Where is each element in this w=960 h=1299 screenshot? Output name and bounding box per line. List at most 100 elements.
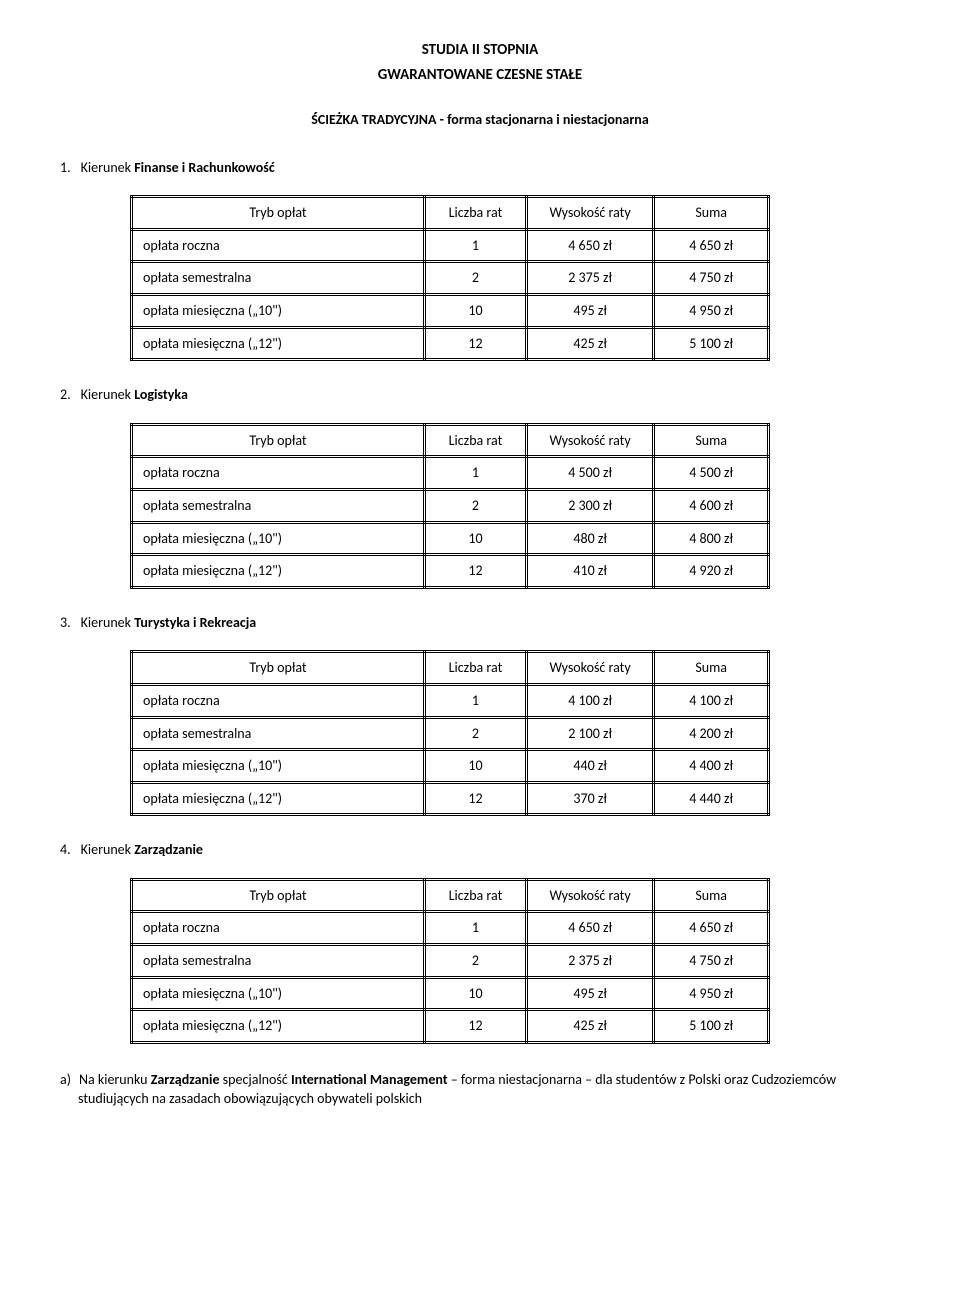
table-header-cell: Wysokość raty (526, 879, 653, 912)
table-header-cell: Liczba rat (425, 879, 527, 912)
row-value: 2 (425, 262, 527, 295)
fee-table: Tryb opłatLiczba ratWysokość ratySumaopł… (130, 878, 770, 1044)
table-header-cell: Suma (654, 879, 769, 912)
table-row: opłata miesięczna („12")12410 zł4 920 zł (132, 555, 769, 588)
table-header-cell: Suma (654, 652, 769, 685)
row-value: 4 650 zł (526, 229, 653, 262)
row-value: 495 zł (526, 977, 653, 1010)
fee-table: Tryb opłatLiczba ratWysokość ratySumaopł… (130, 195, 770, 361)
row-label: opłata miesięczna („12") (132, 327, 425, 360)
section-name: Zarządzanie (134, 841, 203, 858)
section-number: 1. (60, 159, 71, 176)
row-value: 4 650 zł (654, 912, 769, 945)
row-value: 4 100 zł (654, 684, 769, 717)
row-label: opłata miesięczna („12") (132, 1010, 425, 1043)
row-label: opłata semestralna (132, 945, 425, 978)
row-value: 4 750 zł (654, 262, 769, 295)
row-value: 2 (425, 717, 527, 750)
row-value: 12 (425, 1010, 527, 1043)
footnote: a)Na kierunku Zarządzanie specjalność In… (60, 1070, 900, 1109)
row-value: 4 800 zł (654, 522, 769, 555)
row-value: 4 200 zł (654, 717, 769, 750)
row-value: 4 750 zł (654, 945, 769, 978)
table-row: opłata miesięczna („10")10495 zł4 950 zł (132, 977, 769, 1010)
row-value: 4 950 zł (654, 294, 769, 327)
row-value: 425 zł (526, 327, 653, 360)
footnote-marker: a) (60, 1071, 71, 1088)
row-label: opłata roczna (132, 229, 425, 262)
fee-table: Tryb opłatLiczba ratWysokość ratySumaopł… (130, 423, 770, 589)
section-heading: 2.Kierunek Logistyka (60, 385, 900, 405)
table-header-cell: Tryb opłat (132, 652, 425, 685)
table-header-cell: Wysokość raty (526, 652, 653, 685)
row-value: 12 (425, 555, 527, 588)
row-value: 425 zł (526, 1010, 653, 1043)
table-row: opłata semestralna22 300 zł4 600 zł (132, 489, 769, 522)
row-value: 370 zł (526, 782, 653, 815)
page-title-1: STUDIA II STOPNIA (60, 40, 900, 61)
row-value: 4 650 zł (654, 229, 769, 262)
section-name: Finanse i Rachunkowość (134, 159, 275, 176)
row-value: 12 (425, 782, 527, 815)
table-row: opłata roczna14 650 zł4 650 zł (132, 229, 769, 262)
row-value: 2 100 zł (526, 717, 653, 750)
table-header-cell: Liczba rat (425, 197, 527, 230)
row-value: 440 zł (526, 750, 653, 783)
table-header-cell: Wysokość raty (526, 424, 653, 457)
page-subtitle: ŚCIEŻKA TRADYCYJNA - forma stacjonarna i… (60, 110, 900, 130)
section-heading: 3.Kierunek Turystyka i Rekreacja (60, 613, 900, 633)
footnote-bold2: International Management (291, 1071, 448, 1088)
row-value: 495 zł (526, 294, 653, 327)
table-header-cell: Tryb opłat (132, 424, 425, 457)
table-row: opłata semestralna22 100 zł4 200 zł (132, 717, 769, 750)
section-prefix: Kierunek (81, 841, 135, 858)
section-heading: 1. Kierunek Finanse i Rachunkowość (60, 158, 900, 178)
row-value: 5 100 zł (654, 1010, 769, 1043)
row-value: 4 500 zł (526, 457, 653, 490)
table-row: opłata semestralna22 375 zł4 750 zł (132, 945, 769, 978)
row-label: opłata miesięczna („10") (132, 977, 425, 1010)
row-value: 12 (425, 327, 527, 360)
table-header-cell: Suma (654, 424, 769, 457)
row-value: 10 (425, 750, 527, 783)
row-value: 410 zł (526, 555, 653, 588)
section-prefix: Kierunek (81, 159, 135, 176)
section-number: 2. (60, 386, 71, 403)
table-row: opłata miesięczna („12")12425 zł5 100 zł (132, 327, 769, 360)
table-row: opłata miesięczna („12")12425 zł5 100 zł (132, 1010, 769, 1043)
section-heading: 4.Kierunek Zarządzanie (60, 840, 900, 860)
row-value: 2 (425, 489, 527, 522)
row-value: 2 300 zł (526, 489, 653, 522)
row-label: opłata miesięczna („10") (132, 522, 425, 555)
row-label: opłata roczna (132, 684, 425, 717)
row-value: 1 (425, 684, 527, 717)
row-value: 2 (425, 945, 527, 978)
row-label: opłata semestralna (132, 489, 425, 522)
row-value: 4 600 zł (654, 489, 769, 522)
row-value: 1 (425, 912, 527, 945)
table-header-row: Tryb opłatLiczba ratWysokość ratySuma (132, 879, 769, 912)
row-value: 4 100 zł (526, 684, 653, 717)
row-value: 5 100 zł (654, 327, 769, 360)
row-value: 10 (425, 294, 527, 327)
footnote-bold1: Zarządzanie (151, 1071, 220, 1088)
row-value: 1 (425, 229, 527, 262)
row-value: 4 650 zł (526, 912, 653, 945)
row-label: opłata roczna (132, 457, 425, 490)
table-row: opłata roczna14 100 zł4 100 zł (132, 684, 769, 717)
row-value: 4 440 zł (654, 782, 769, 815)
table-row: opłata miesięczna („10")10440 zł4 400 zł (132, 750, 769, 783)
page-title-2: GWARANTOWANE CZESNE STAŁE (60, 65, 900, 86)
table-header-row: Tryb opłatLiczba ratWysokość ratySuma (132, 197, 769, 230)
row-value: 10 (425, 977, 527, 1010)
fee-table: Tryb opłatLiczba ratWysokość ratySumaopł… (130, 650, 770, 816)
section-name: Turystyka i Rekreacja (134, 614, 256, 631)
row-value: 1 (425, 457, 527, 490)
row-value: 4 950 zł (654, 977, 769, 1010)
table-header-cell: Tryb opłat (132, 197, 425, 230)
row-value: 4 500 zł (654, 457, 769, 490)
section-prefix: Kierunek (81, 614, 135, 631)
section-prefix: Kierunek (81, 386, 135, 403)
table-header-row: Tryb opłatLiczba ratWysokość ratySuma (132, 424, 769, 457)
table-row: opłata roczna14 650 zł4 650 zł (132, 912, 769, 945)
